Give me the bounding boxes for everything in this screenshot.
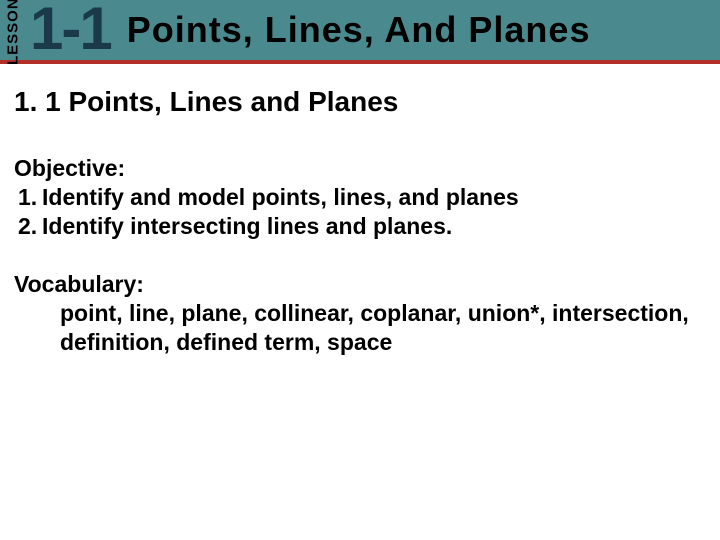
vocabulary-text: point, line, plane, collinear, coplanar,…: [14, 299, 706, 357]
lesson-number: 1-1: [30, 0, 111, 59]
lesson-header: LESSON 1-1 Points, Lines, And Planes: [0, 0, 720, 64]
slide-content: 1. 1 Points, Lines and Planes Objective:…: [0, 64, 720, 357]
vocabulary-heading: Vocabulary:: [14, 270, 706, 299]
section-title: 1. 1 Points, Lines and Planes: [14, 86, 706, 118]
objective-item: 1.Identify and model points, lines, and …: [14, 183, 706, 212]
vocabulary-block: Vocabulary: point, line, plane, collinea…: [14, 270, 706, 356]
objective-block: Objective: 1.Identify and model points, …: [14, 154, 706, 240]
lesson-title: Points, Lines, And Planes: [127, 9, 591, 51]
objective-heading: Objective:: [14, 154, 706, 183]
objective-item: 2.Identify intersecting lines and planes…: [14, 212, 706, 241]
objective-number: 1.: [18, 183, 42, 212]
objective-text: Identify intersecting lines and planes.: [42, 213, 452, 239]
objective-number: 2.: [18, 212, 42, 241]
objective-text: Identify and model points, lines, and pl…: [42, 184, 519, 210]
lesson-label: LESSON: [2, 2, 24, 60]
